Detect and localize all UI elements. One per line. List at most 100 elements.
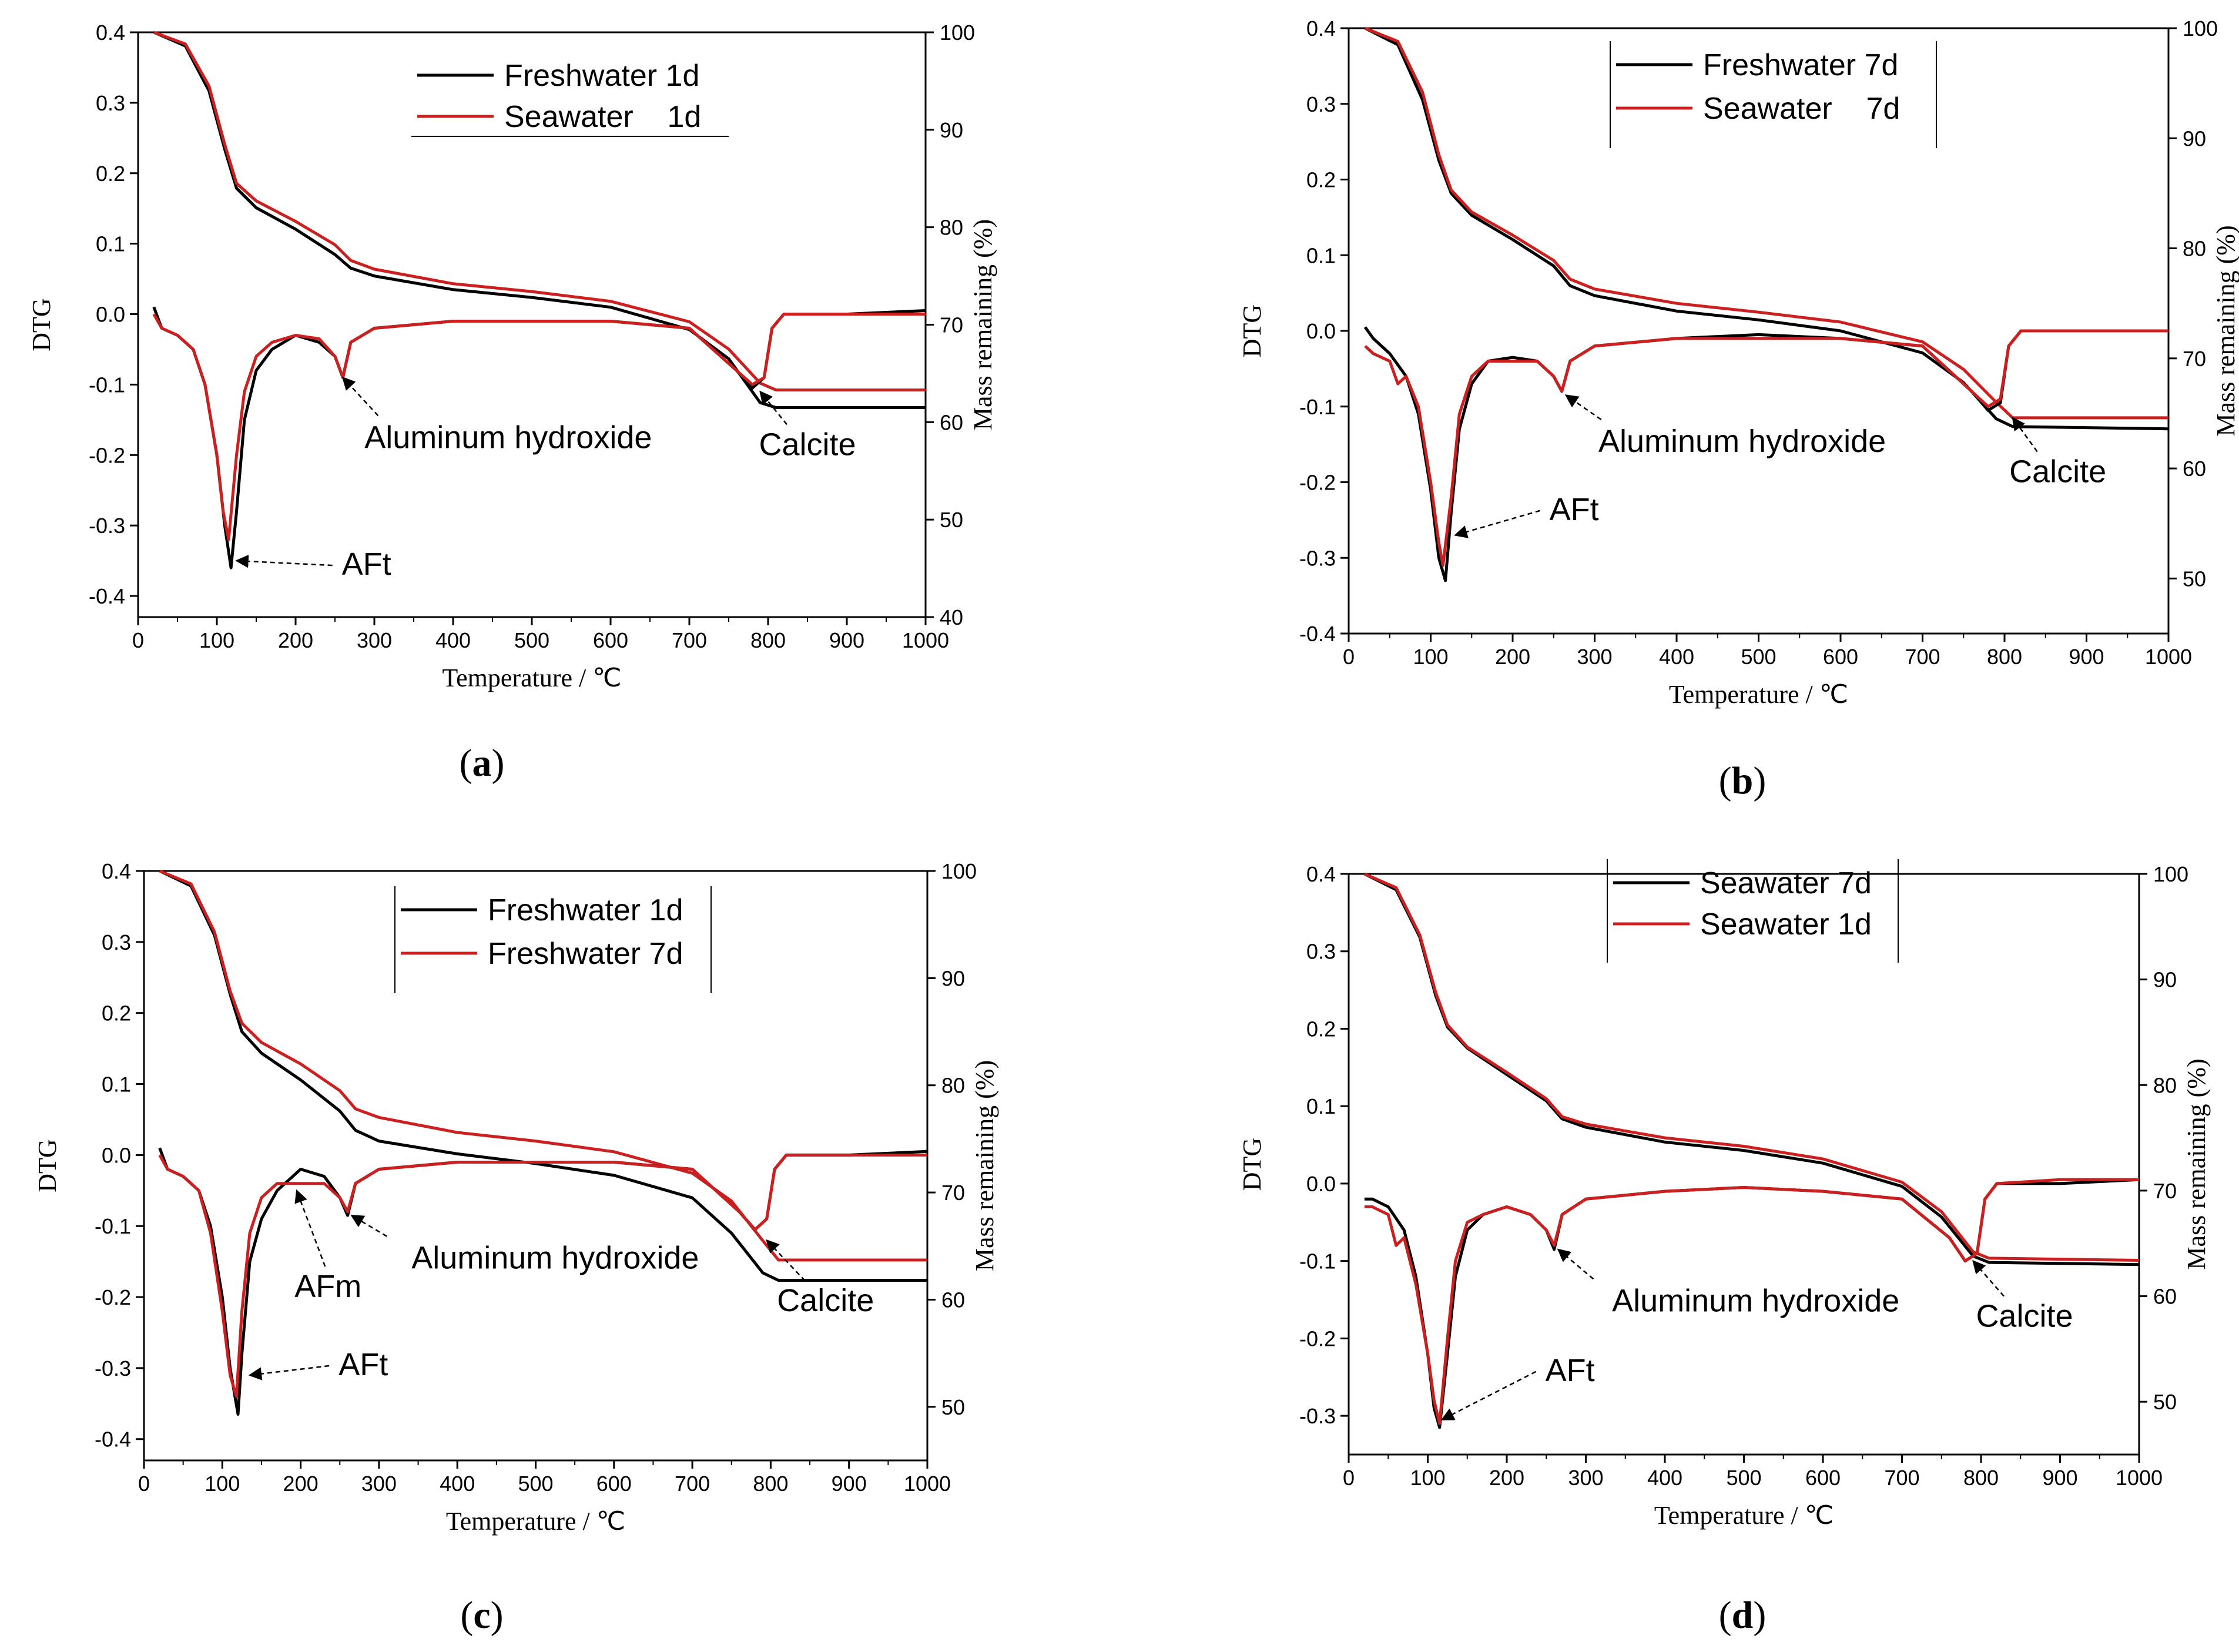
x-axis-title: Temperature / ℃ [446,1507,625,1536]
y-left-tick-label: -0.2 [89,443,125,467]
x-tick-label: 1000 [902,628,949,652]
x-tick-label: 800 [1987,645,2022,669]
y-left-tick-label: -0.1 [1299,1249,1336,1274]
annotation-aft: AFt [342,547,391,582]
y-left-tick-label: -0.4 [95,1428,131,1452]
annotation-aft: AFt [1550,492,1599,527]
y-left-tick-label: 0.0 [96,303,125,327]
y-right-tick-label: 50 [2183,567,2206,591]
y-right-tick-label: 90 [2183,126,2206,150]
y-left-tick-label: -0.1 [1299,395,1336,419]
annotation-aluminum-hydroxide: Aluminum hydroxide [364,420,652,455]
y-left-tick-label: 0.0 [1306,1172,1336,1196]
y-left-tick-label: 0.2 [96,162,125,186]
panel-label: (b) [1719,759,1767,802]
y-left-tick-label: 0.4 [96,21,125,45]
y-left-tick-label: -0.2 [95,1285,131,1309]
y-right-tick-label: 100 [941,859,977,883]
legend-label: Freshwater 1d [504,59,699,93]
y-left-tick-label: -0.4 [1299,622,1336,646]
y-right-tick-label: 50 [2153,1390,2177,1414]
x-tick-label: 500 [518,1472,553,1496]
x-tick-label: 400 [435,628,471,652]
annotation-afm: AFm [294,1269,361,1304]
x-tick-label: 700 [672,628,707,652]
y-right-tick-label: 90 [2153,968,2177,992]
annotation-arrow [248,1365,330,1380]
y-left-tick-label: 0.3 [102,930,131,954]
y-right-tick-label: 50 [940,508,963,532]
y-right-axis-title: Mass remaining (%) [970,1060,999,1271]
x-tick-label: 300 [357,628,392,652]
y-left-tick-label: 0.2 [1306,1017,1336,1041]
y-left-tick-label: -0.4 [89,584,125,608]
x-tick-label: 900 [2069,645,2104,669]
annotation-calcite: Calcite [777,1283,874,1318]
x-tick-label: 100 [1410,1466,1445,1490]
y-left-tick-label: 0.3 [1306,940,1336,964]
annotation-calcite: Calcite [2009,454,2106,490]
y-right-tick-label: 100 [2183,16,2218,41]
y-left-tick-label: 0.0 [102,1143,131,1167]
x-tick-label: 300 [361,1472,397,1496]
legend-label: Seawater 1d [1700,907,1872,941]
y-left-tick-label: -0.3 [95,1356,131,1380]
y-left-tick-label: 0.1 [1306,1094,1336,1118]
y-left-axis-title: DTG [27,298,56,351]
annotation-arrow [759,390,787,425]
y-right-tick-label: 80 [2153,1073,2177,1097]
x-tick-label: 600 [593,628,628,652]
x-tick-label: 500 [1741,645,1776,669]
annotation-calcite: Calcite [759,427,856,462]
y-right-tick-label: 70 [2183,347,2206,371]
legend-label: Freshwater 7d [488,937,683,971]
x-tick-label: 200 [1495,645,1530,669]
y-right-tick-label: 70 [941,1181,965,1205]
series-line-freshwater-7d [159,869,927,1262]
y-left-tick-label: -0.3 [1299,1404,1336,1428]
y-right-tick-label: 80 [2183,237,2206,261]
x-tick-label: 1000 [2145,645,2192,669]
x-tick-label: 600 [596,1472,632,1496]
panel-label: (a) [460,742,505,785]
y-left-tick-label: -0.3 [1299,546,1336,570]
y-right-tick-label: 70 [940,313,963,337]
panel-label: (c) [460,1594,503,1637]
series-line-seawater-1d-dtg [1364,1178,2139,1425]
y-right-tick-label: 60 [940,410,963,434]
x-tick-label: 700 [1884,1466,1919,1490]
series-line-freshwater-1d [159,869,927,1282]
y-left-tick-label: 0.1 [1306,243,1336,267]
annotation-arrow [1454,510,1540,538]
y-left-tick-label: -0.2 [1299,1326,1336,1351]
annotation-arrow [294,1189,326,1267]
x-tick-label: 900 [2042,1466,2077,1490]
y-right-tick-label: 80 [941,1074,965,1098]
panel-d: 0 100 200 300 400 500 600 700 800 900 1000 0.4 0.3 0.… [1238,859,2211,1637]
y-right-tick-label: 50 [941,1395,965,1419]
legend-label: Freshwater 1d [488,893,683,927]
x-tick-label: 700 [1905,645,1940,669]
y-left-axis-title: DTG [33,1139,62,1192]
x-tick-label: 700 [675,1472,710,1496]
x-tick-label: 100 [199,628,234,652]
x-tick-label: 800 [1963,1466,1999,1490]
panel-c: 0 100 200 300 400 500 600 700 800 900 1000 0.4 0.3 0.… [33,859,999,1637]
annotation-calcite: Calcite [1976,1299,2073,1334]
y-right-tick-label: 60 [2183,457,2206,481]
annotation-arrow [235,554,333,568]
plot-frame [1348,873,2140,1456]
y-left-tick-label: 0.1 [102,1073,131,1097]
x-tick-label: 0 [1343,1466,1355,1490]
y-right-tick-label: 60 [2153,1285,2177,1309]
legend-label: Seawater 7d [1700,866,1872,900]
x-tick-label: 400 [1647,1466,1682,1490]
y-left-tick-label: 0.4 [102,859,131,883]
x-tick-label: 400 [440,1472,475,1496]
x-tick-label: 600 [1823,645,1858,669]
x-axis-title: Temperature / ℃ [1669,680,1848,709]
y-left-axis-title: DTG [1238,1138,1266,1191]
y-left-tick-label: -0.3 [89,514,125,538]
annotation-aluminum-hydroxide: Aluminum hydroxide [1612,1283,1899,1318]
